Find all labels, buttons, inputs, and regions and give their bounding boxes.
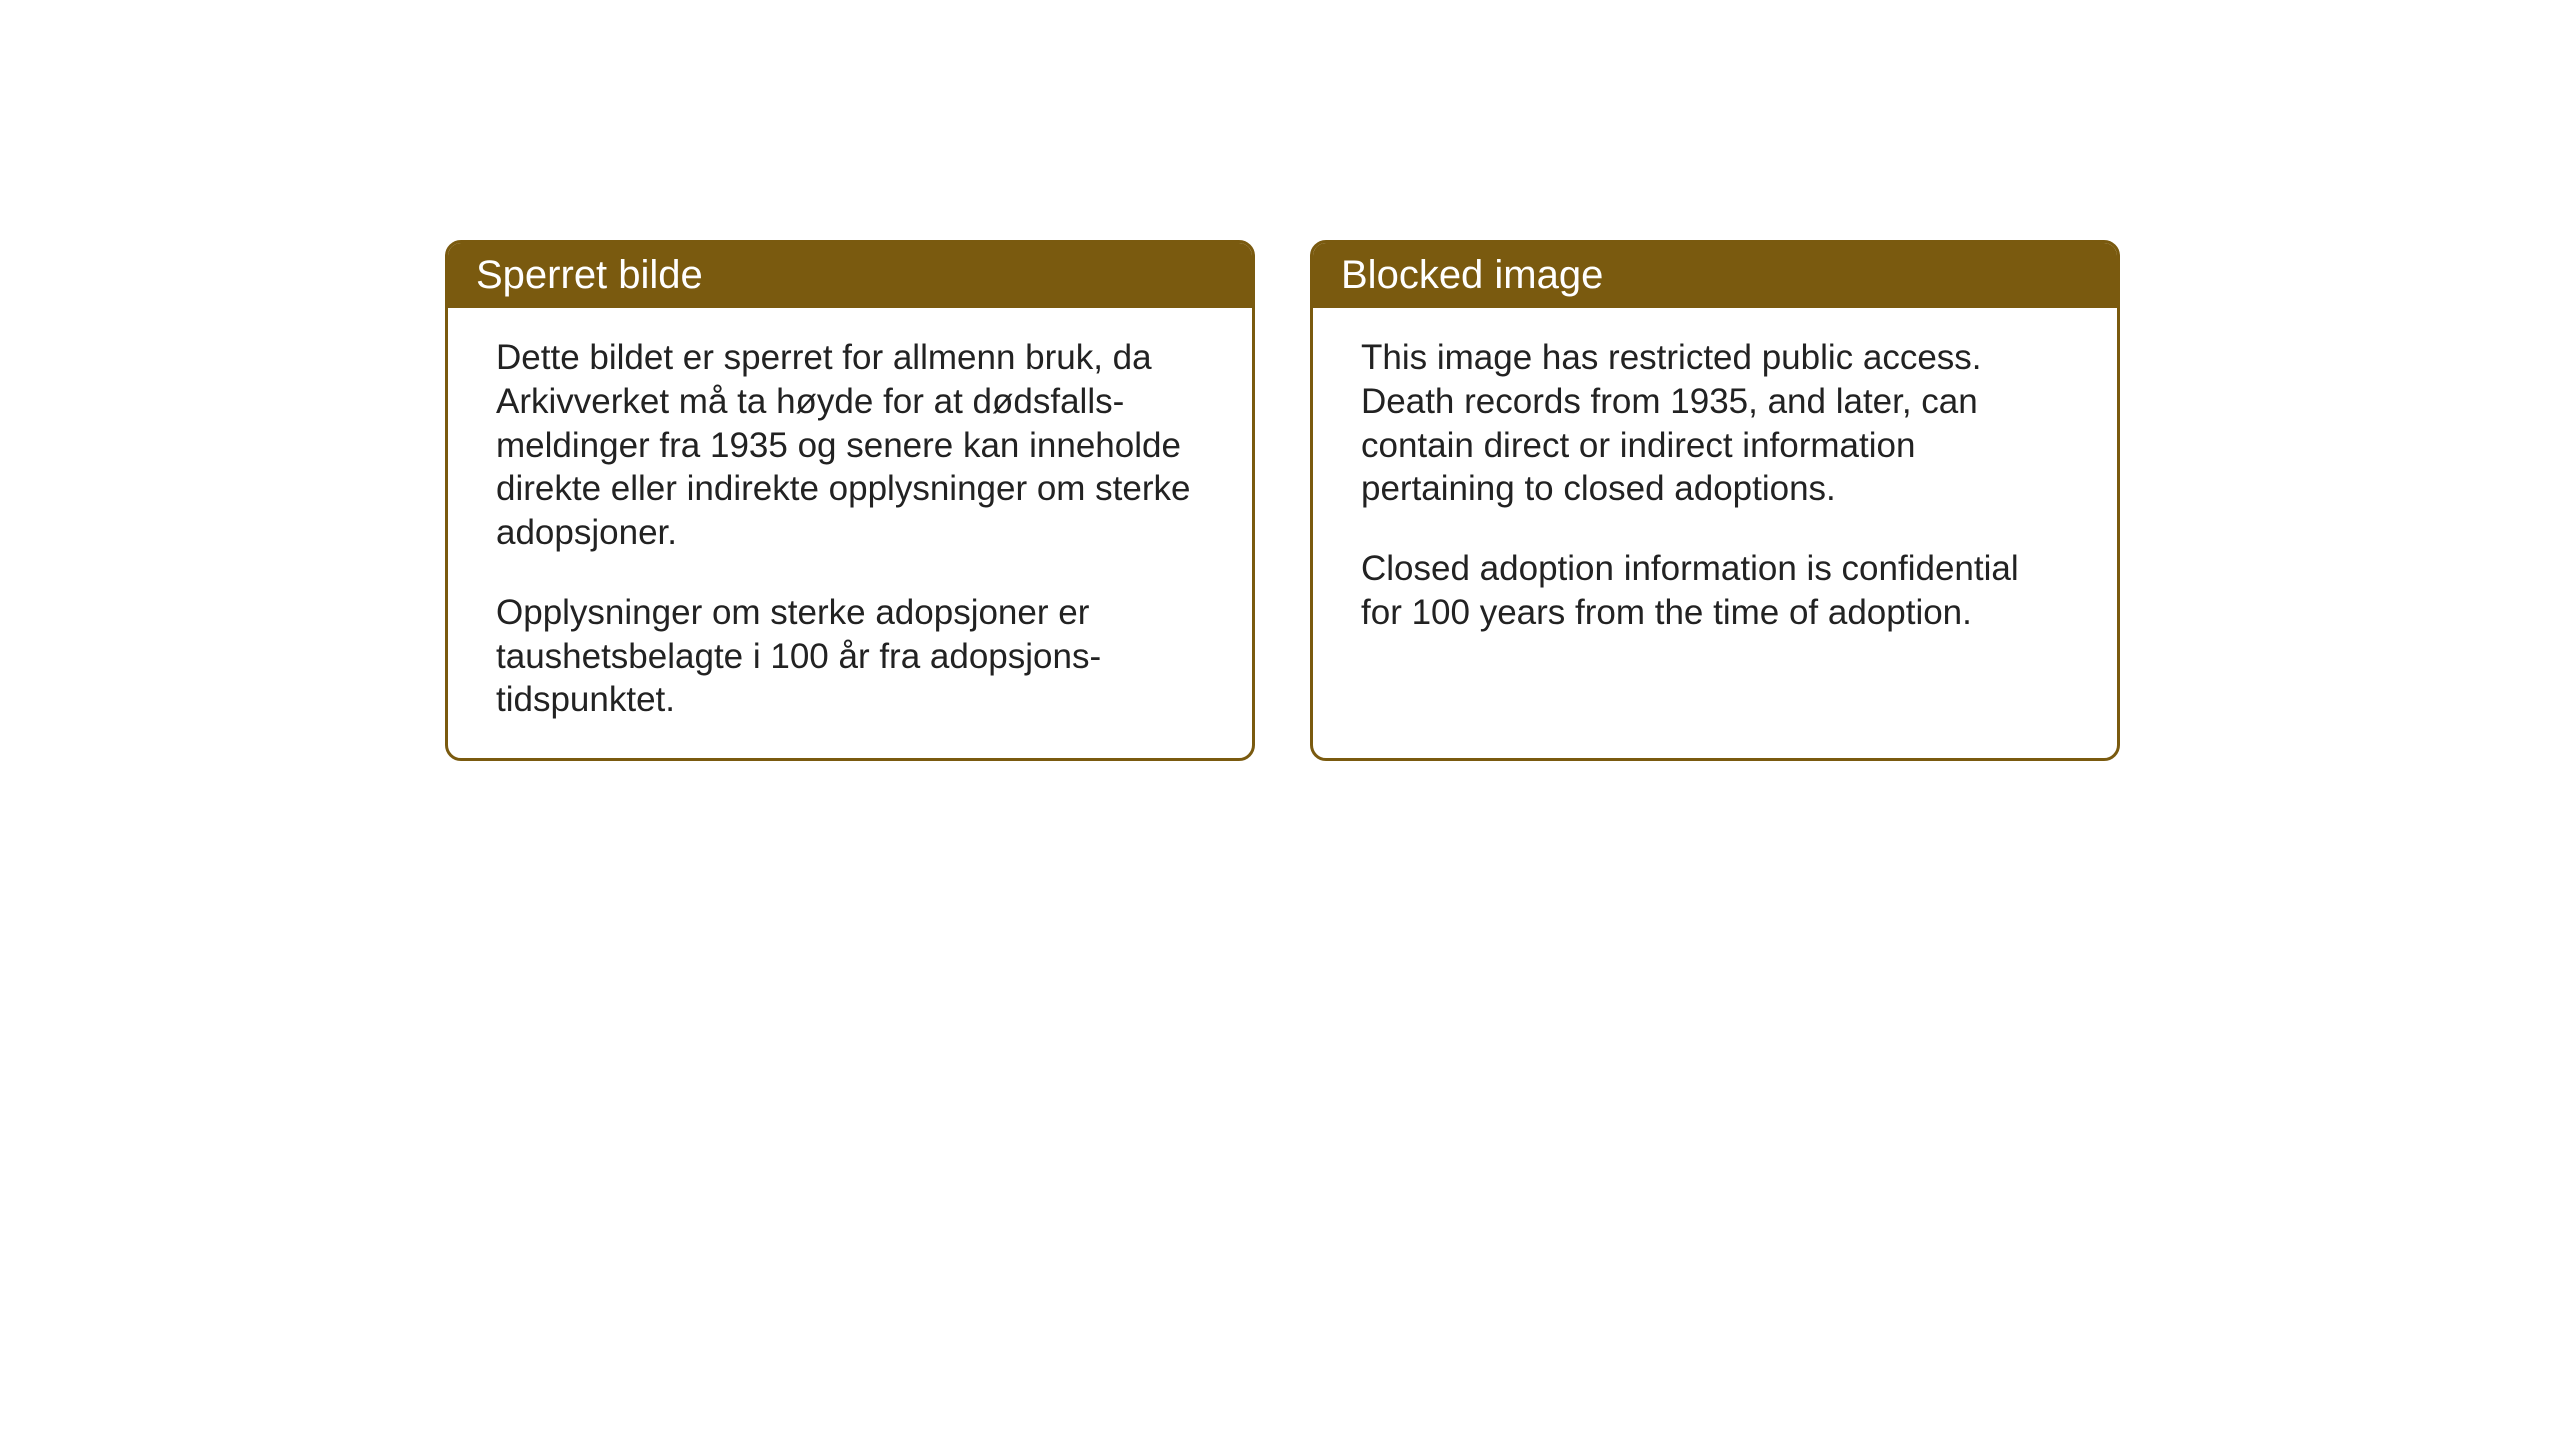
notice-container: Sperret bilde Dette bildet er sperret fo…	[445, 240, 2120, 761]
notice-paragraph-2-english: Closed adoption information is confident…	[1361, 547, 2069, 635]
notice-paragraph-2-norwegian: Opplysninger om sterke adopsjoner er tau…	[496, 591, 1204, 722]
notice-title-english: Blocked image	[1341, 253, 1603, 297]
notice-paragraph-1-norwegian: Dette bildet er sperret for allmenn bruk…	[496, 336, 1204, 555]
notice-card-english: Blocked image This image has restricted …	[1310, 240, 2120, 761]
notice-paragraph-1-english: This image has restricted public access.…	[1361, 336, 2069, 511]
notice-body-norwegian: Dette bildet er sperret for allmenn bruk…	[448, 308, 1252, 758]
notice-body-english: This image has restricted public access.…	[1313, 308, 2117, 738]
notice-header-english: Blocked image	[1313, 243, 2117, 308]
notice-card-norwegian: Sperret bilde Dette bildet er sperret fo…	[445, 240, 1255, 761]
notice-title-norwegian: Sperret bilde	[476, 253, 703, 297]
notice-header-norwegian: Sperret bilde	[448, 243, 1252, 308]
